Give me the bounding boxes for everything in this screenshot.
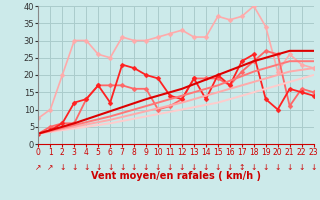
Text: ↓: ↓ — [215, 163, 221, 172]
Text: ↓: ↓ — [155, 163, 161, 172]
Text: ↓: ↓ — [203, 163, 209, 172]
Text: ↓: ↓ — [286, 163, 293, 172]
Text: ↓: ↓ — [71, 163, 77, 172]
Text: ↓: ↓ — [59, 163, 66, 172]
Text: ↓: ↓ — [131, 163, 137, 172]
Text: ↓: ↓ — [299, 163, 305, 172]
X-axis label: Vent moyen/en rafales ( km/h ): Vent moyen/en rafales ( km/h ) — [91, 171, 261, 181]
Text: ↓: ↓ — [310, 163, 317, 172]
Text: ↓: ↓ — [179, 163, 185, 172]
Text: ↓: ↓ — [167, 163, 173, 172]
Text: ↓: ↓ — [143, 163, 149, 172]
Text: ↓: ↓ — [95, 163, 101, 172]
Text: ↓: ↓ — [119, 163, 125, 172]
Text: ↓: ↓ — [275, 163, 281, 172]
Text: ↗: ↗ — [35, 163, 42, 172]
Text: ↗: ↗ — [47, 163, 53, 172]
Text: ↓: ↓ — [262, 163, 269, 172]
Text: ↓: ↓ — [107, 163, 113, 172]
Text: ↓: ↓ — [83, 163, 90, 172]
Text: ↓: ↓ — [227, 163, 233, 172]
Text: ↓: ↓ — [251, 163, 257, 172]
Text: ↓: ↓ — [191, 163, 197, 172]
Text: ↕: ↕ — [239, 163, 245, 172]
